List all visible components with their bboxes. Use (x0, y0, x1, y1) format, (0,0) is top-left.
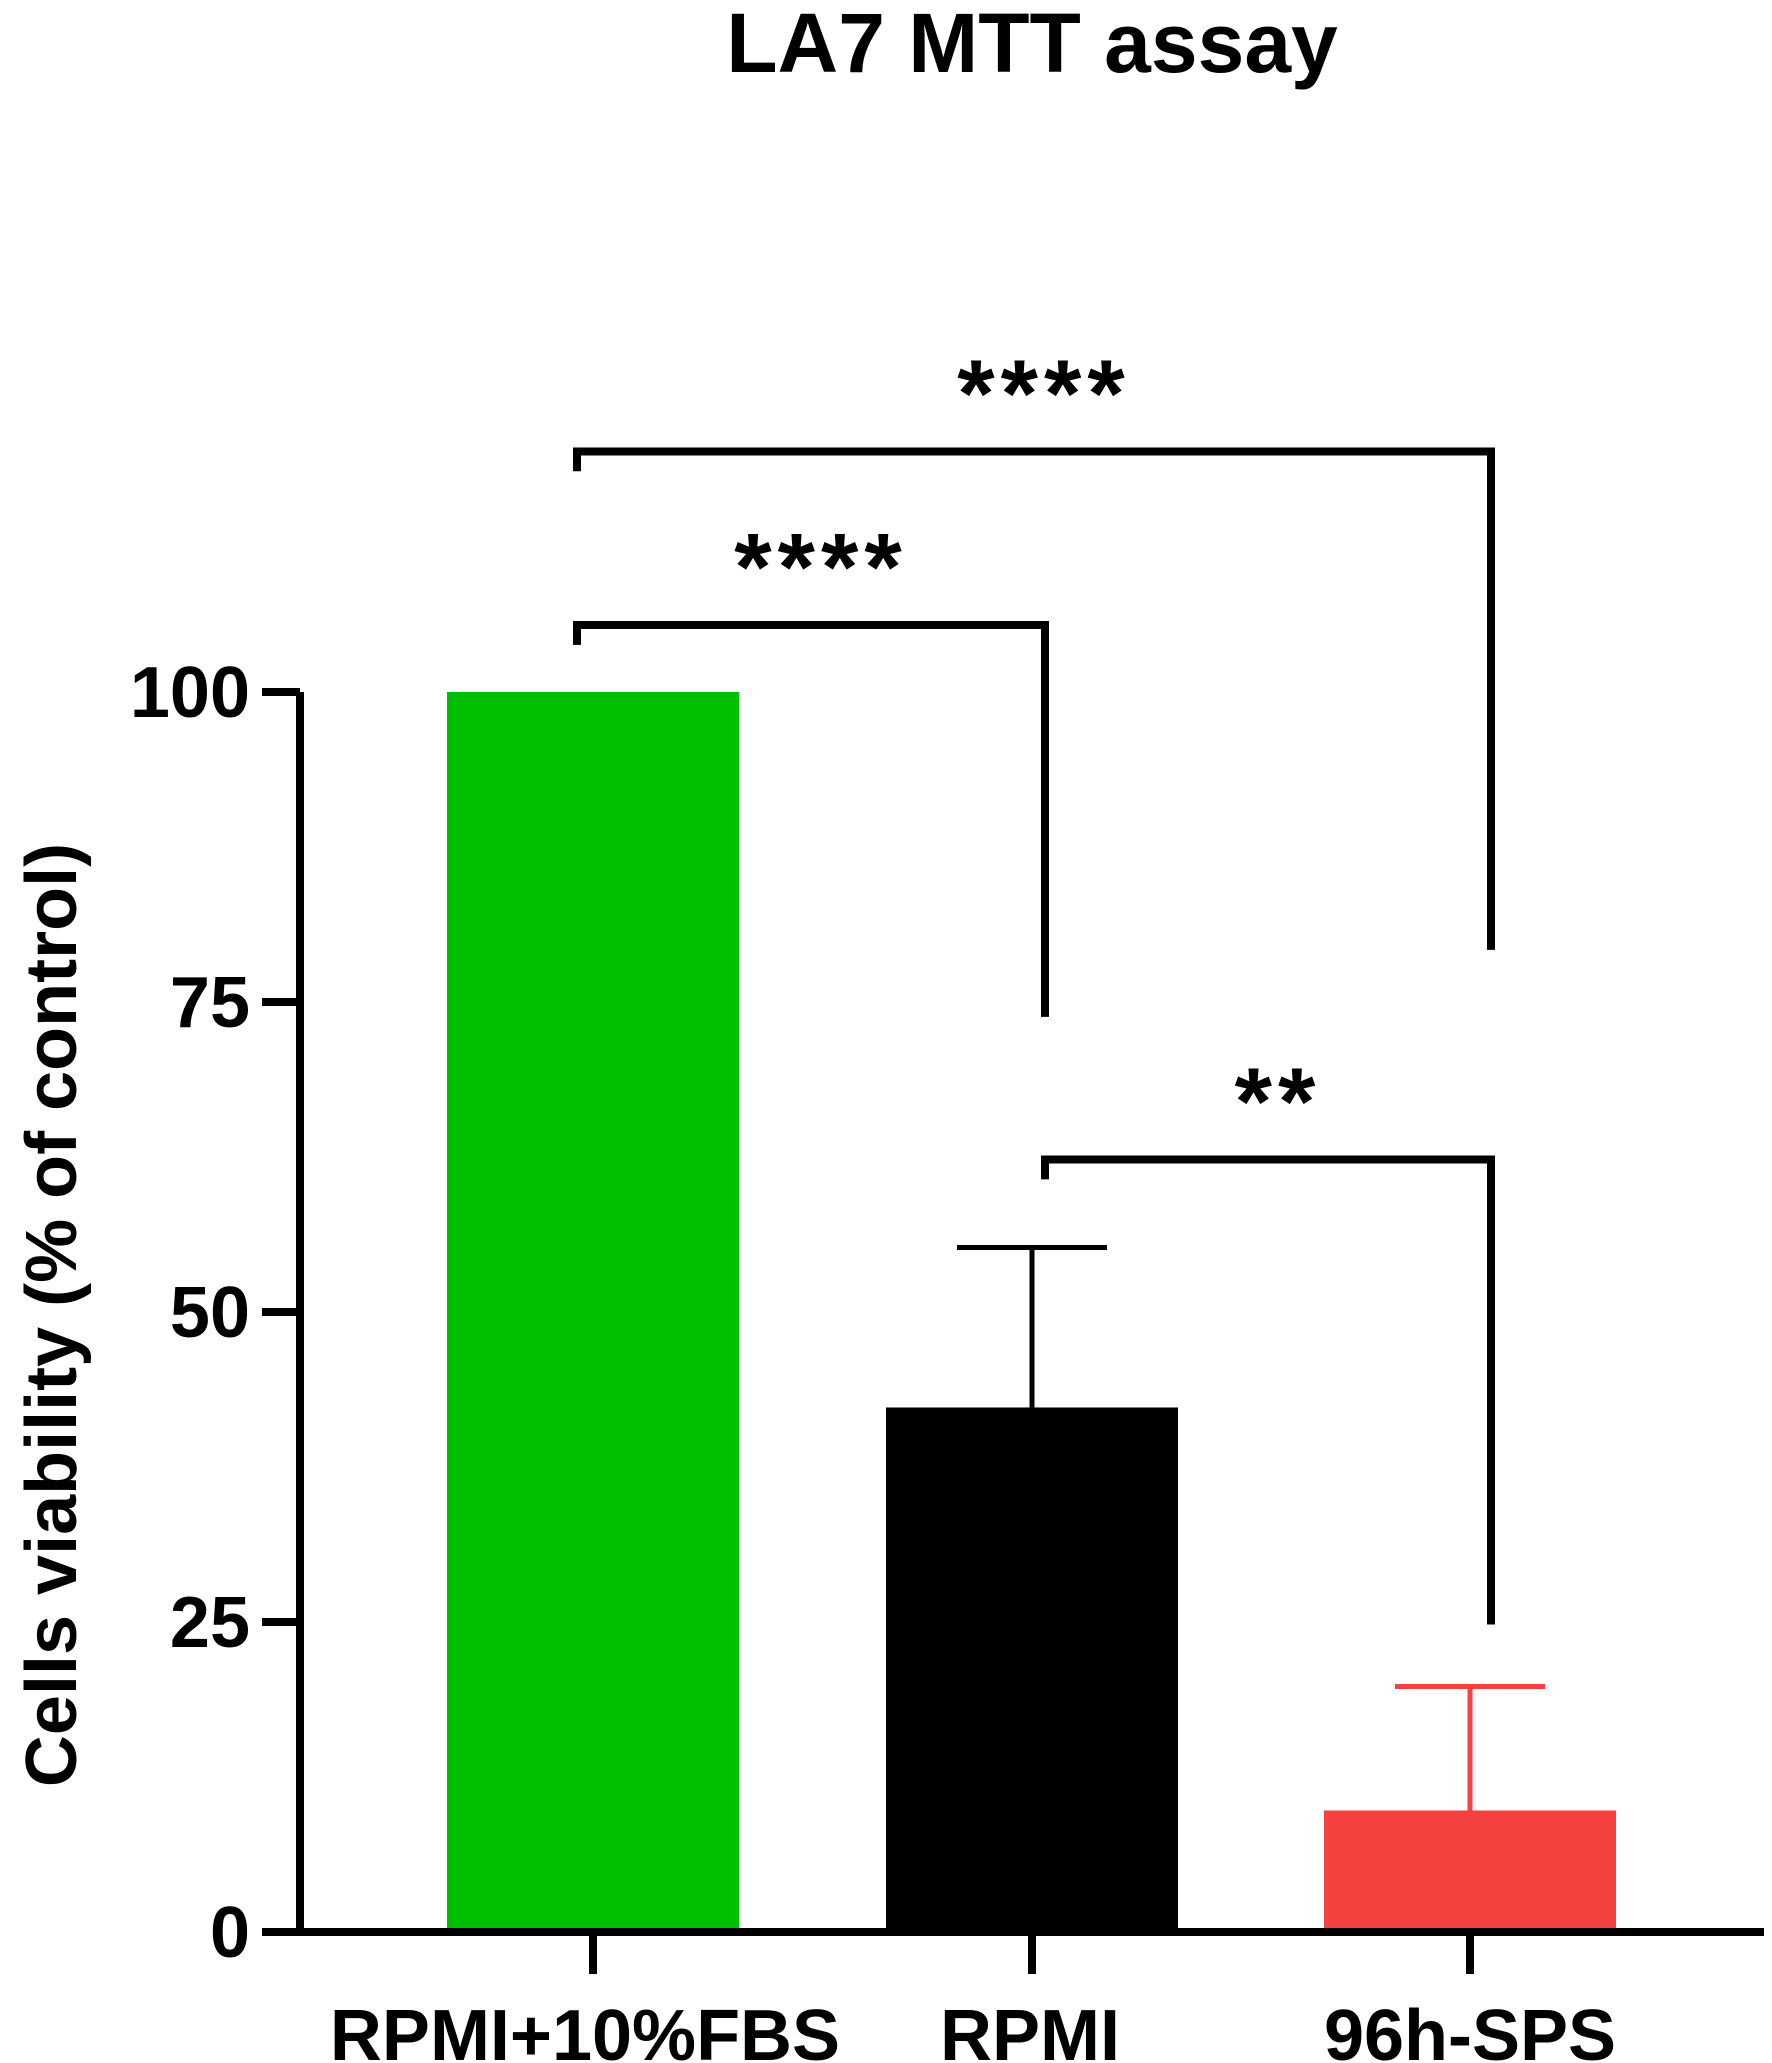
bars-layer (447, 692, 1616, 1932)
y-tick-label-0: 0 (210, 1893, 250, 1973)
y-tick-label-1: 25 (170, 1583, 250, 1663)
chart-title: LA7 MTT assay (726, 0, 1338, 90)
error-bars-layer (957, 1245, 1545, 1811)
bar-2 (1324, 1810, 1616, 1932)
significance-bracket-0 (573, 621, 1049, 1017)
x-tick-label-0: RPMI+10%FBS (330, 1996, 840, 2063)
axes-layer: 0 25 50 75 100 RPMI+10%FBS RPMI 96h-SPS (130, 653, 1764, 2063)
y-tick-label-3: 75 (170, 963, 250, 1043)
significance-bracket-2 (1041, 1155, 1495, 1625)
significance-bracket-1 (573, 447, 1495, 950)
significance-label-2: ** (1235, 1048, 1322, 1155)
y-tick-label-4: 100 (130, 653, 250, 733)
y-axis-label: Cells viability (% of control) (12, 843, 92, 1787)
bar-0 (447, 692, 739, 1932)
x-tick-label-1: RPMI (940, 1996, 1120, 2063)
significance-label-0: **** (734, 514, 907, 621)
bar-1 (886, 1407, 1178, 1932)
x-tick-label-2: 96h-SPS (1324, 1996, 1616, 2063)
significance-label-1: **** (957, 340, 1130, 447)
significance-layer: ********** (573, 340, 1495, 1625)
y-tick-label-2: 50 (170, 1273, 250, 1353)
